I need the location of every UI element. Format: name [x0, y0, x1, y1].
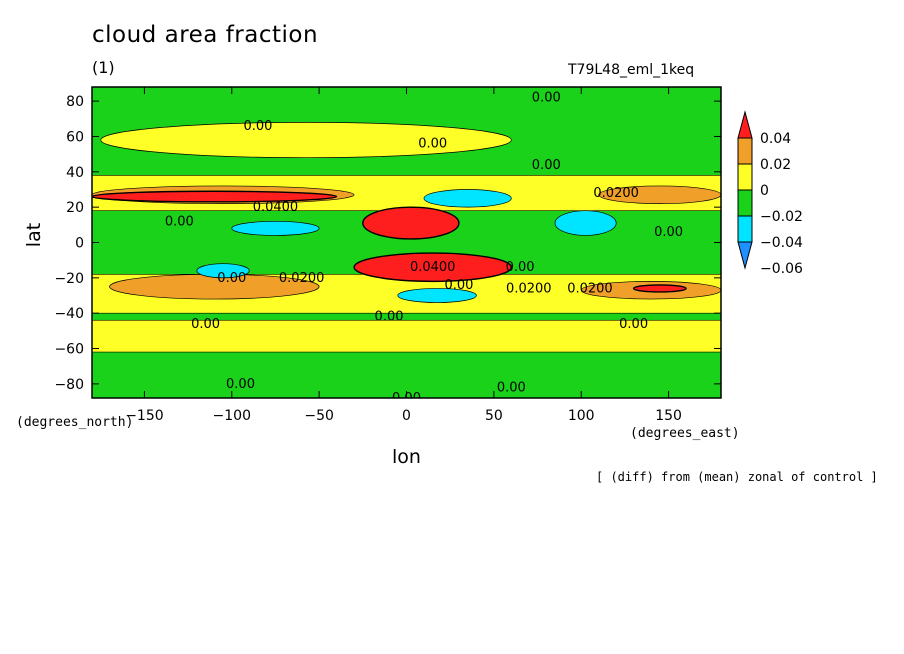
chart-title: cloud area fraction [92, 22, 319, 48]
colorbar-label: 0.04 [760, 131, 791, 147]
colorbar-segment [737, 189, 753, 217]
region-red-equator-north-cell [362, 206, 460, 240]
contour-label: 0.00 [375, 310, 404, 325]
x-tick-label: 0 [402, 408, 411, 424]
y-tick-label: −20 [54, 271, 84, 287]
region-red-north-band [92, 190, 338, 203]
y-tick-label: −60 [54, 342, 84, 358]
colorbar-label: −0.06 [760, 261, 803, 277]
contour-label: 0.00 [244, 119, 273, 134]
x-axis-label: lon [392, 446, 421, 468]
region-red-south-east [632, 284, 687, 293]
contour-label: 0.00 [497, 380, 526, 395]
x-tick-label: −100 [213, 408, 251, 424]
contour-label: 0.00 [217, 271, 246, 286]
x-tick-label: 50 [485, 408, 503, 424]
y-tick-label: 20 [66, 200, 84, 216]
x-tick-label: 150 [655, 408, 682, 424]
chart-subtitle: (1) [92, 58, 115, 77]
contour-label: 0.00 [191, 317, 220, 332]
contour-label: 0.0200 [567, 281, 613, 296]
region-orange-north-east [598, 185, 721, 204]
y-tick-label: −40 [54, 306, 84, 322]
region-cyan-north-east [554, 210, 617, 236]
colorbar-top-arrow [737, 110, 753, 139]
contour-label: 0.00 [444, 278, 473, 293]
region-yellow-north-midlat [100, 121, 512, 159]
region-cyan-south-west [196, 263, 250, 279]
footnote: [ (diff) from (mean) zonal of control ] [596, 470, 878, 484]
y-tick-label: −80 [54, 377, 84, 393]
y-tick-label: 80 [66, 94, 84, 110]
colorbar-label: −0.04 [760, 235, 803, 251]
contour-label: 0.00 [418, 137, 447, 152]
contour-label: 0.00 [532, 158, 561, 173]
y-tick-label: 0 [75, 236, 84, 252]
colorbar-segment [737, 137, 753, 165]
contour-label: 0.0200 [506, 281, 552, 296]
region-red-equator-south-cell [353, 252, 513, 283]
contour-label: 0.0400 [253, 200, 299, 215]
contour-label: 0.00 [226, 377, 255, 392]
region-cyan-west-equator [231, 220, 320, 236]
contour-label: 0.00 [619, 317, 648, 332]
contour-label: 0.00 [165, 214, 194, 229]
colorbar-segment [737, 215, 753, 243]
contour-label: 0.00 [654, 225, 683, 240]
colorbar-segment [737, 163, 753, 191]
colorbar-bottom-arrow [737, 241, 753, 270]
x-tick-label: −50 [304, 408, 334, 424]
x-unit-label: (degrees_east) [630, 426, 740, 441]
colorbar-label: −0.02 [760, 209, 803, 225]
run-label: T79L48_eml_1keq [568, 62, 695, 78]
contour-label: 0.00 [532, 91, 561, 106]
colorbar-label: 0 [760, 183, 769, 199]
contour-label: 0.0200 [279, 271, 325, 286]
y-tick-label: 60 [66, 129, 84, 145]
region-cyan-south-center [397, 288, 477, 303]
contour-label: 0.0400 [410, 260, 456, 275]
y-unit-label: (degrees_north) [16, 415, 134, 430]
contour-label: 0.0200 [593, 186, 639, 201]
contour-label: 0.00 [506, 260, 535, 275]
x-tick-label: −150 [125, 408, 163, 424]
y-tick-label: 40 [66, 165, 84, 181]
region-yellow-south-midlat [92, 319, 721, 353]
x-tick-label: 100 [568, 408, 595, 424]
colorbar-label: 0.02 [760, 157, 791, 173]
region-cyan-north-center [423, 189, 512, 208]
